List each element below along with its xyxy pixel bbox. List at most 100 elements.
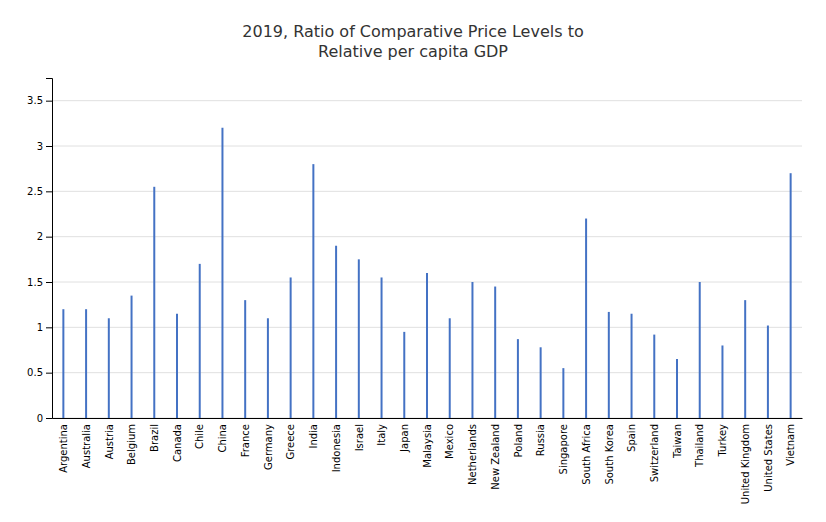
grid-line <box>52 146 802 147</box>
stem <box>494 287 496 418</box>
x-tick-label: United Kingdom <box>740 424 751 504</box>
x-tick-label: Austria <box>104 424 115 459</box>
y-tick: 1.5 <box>27 277 52 288</box>
y-tick: 3.5 <box>27 95 52 106</box>
x-tick-label: Indonesia <box>331 424 342 472</box>
x-tick-label: Belgium <box>126 424 137 465</box>
x-tick: Russia <box>535 424 546 456</box>
y-tick-mark <box>46 146 52 147</box>
stem <box>85 309 87 418</box>
x-tick: United Kingdom <box>740 424 751 504</box>
x-tick-label: Singapore <box>558 424 569 474</box>
y-tick-label: 0 <box>37 413 43 424</box>
x-axis: Argentina Australia Austria Belgium Brazil Ca… <box>53 419 803 505</box>
stem <box>471 282 473 418</box>
y-tick: 2.5 <box>27 186 52 197</box>
x-tick: Poland <box>513 424 524 457</box>
stem <box>267 318 269 418</box>
title: 2019, Ratio of Comparative Price Levels … <box>242 22 583 61</box>
y-tick-label: 2.5 <box>27 186 43 197</box>
chart-container: 2019, Ratio of Comparative Price Levels … <box>0 0 826 522</box>
x-tick-label: South Africa <box>581 424 592 485</box>
x-tick-label: Israel <box>354 424 365 451</box>
title-line: Relative per capita GDP <box>318 42 508 61</box>
x-tick: South Africa <box>581 424 592 485</box>
stem <box>108 318 110 418</box>
y-axis: 0 0.5 1 1.5 2 2.5 3 3.5 <box>27 79 52 424</box>
title-line: 2019, Ratio of Comparative Price Levels … <box>242 22 583 41</box>
y-tick: 3 <box>37 141 52 152</box>
x-tick-label: Canada <box>172 424 183 462</box>
stem <box>335 246 337 418</box>
stem <box>744 300 746 418</box>
x-tick: Chile <box>194 424 205 449</box>
y-tick-label: 1 <box>37 322 43 333</box>
y-tick-mark <box>46 282 52 283</box>
x-tick-label: China <box>217 424 228 453</box>
x-tick-label: Turkey <box>717 424 728 458</box>
stem <box>176 314 178 418</box>
x-tick-label: Brazil <box>149 424 160 452</box>
y-tick-label: 2 <box>37 231 43 242</box>
stem <box>562 368 564 418</box>
stem <box>653 335 655 418</box>
x-tick: Malaysia <box>422 424 433 468</box>
marks <box>63 128 790 418</box>
x-axis-line <box>53 418 803 419</box>
x-tick: Germany <box>263 424 274 470</box>
stem <box>790 173 792 418</box>
stem <box>244 300 246 418</box>
x-tick-label: Japan <box>399 424 410 453</box>
x-tick: Israel <box>354 424 365 451</box>
x-tick-label: France <box>240 424 251 457</box>
x-tick-label: Germany <box>263 424 274 470</box>
stem <box>608 312 610 418</box>
x-tick: Argentina <box>58 424 69 473</box>
y-tick-label: 1.5 <box>27 277 43 288</box>
stem <box>153 187 155 418</box>
x-tick: Turkey <box>717 424 728 458</box>
x-tick-label: South Korea <box>604 424 615 485</box>
x-tick: Brazil <box>149 424 160 452</box>
stem <box>767 326 769 418</box>
x-tick: Netherlands <box>467 424 478 485</box>
x-tick-label: Spain <box>626 424 637 452</box>
stem <box>290 277 292 418</box>
y-tick: 1 <box>37 322 52 333</box>
x-tick: Japan <box>399 424 410 453</box>
y-tick-label: 3.5 <box>27 95 43 106</box>
plot: 0 0.5 1 1.5 2 2.5 3 3.5 Argentina Australia Austri… <box>27 79 802 505</box>
x-tick-label: Mexico <box>444 424 455 459</box>
stem <box>199 264 201 418</box>
x-tick-label: Chile <box>194 424 205 449</box>
stem <box>62 309 64 418</box>
y-tick: 2 <box>37 231 52 242</box>
stem <box>585 219 587 418</box>
y-tick: 0.5 <box>27 367 52 378</box>
y-tick-mark <box>46 237 52 238</box>
stem <box>381 277 383 418</box>
y-tick-mark <box>46 418 52 419</box>
stem <box>221 128 223 418</box>
x-tick-label: Vietnam <box>785 424 796 466</box>
y-tick-label: 3 <box>37 141 43 152</box>
y-tick-mark <box>46 191 52 192</box>
grid-line <box>52 191 802 192</box>
x-tick: France <box>240 424 251 457</box>
x-tick-label: Argentina <box>58 424 69 473</box>
x-tick-label: Taiwan <box>672 424 683 459</box>
x-tick-label: Australia <box>81 424 92 468</box>
x-tick: Switzerland <box>649 424 660 482</box>
y-tick-mark <box>46 373 52 374</box>
x-tick: Taiwan <box>672 424 683 459</box>
x-tick: Thailand <box>694 424 705 468</box>
stem <box>721 345 723 418</box>
x-tick-label: Russia <box>535 424 546 456</box>
x-tick: Spain <box>626 424 637 452</box>
x-tick-label: Greece <box>285 424 296 460</box>
x-tick: South Korea <box>604 424 615 485</box>
stem <box>699 282 701 418</box>
x-tick: Italy <box>376 424 387 446</box>
x-tick-label: Switzerland <box>649 424 660 482</box>
x-tick-label: Poland <box>513 424 524 457</box>
